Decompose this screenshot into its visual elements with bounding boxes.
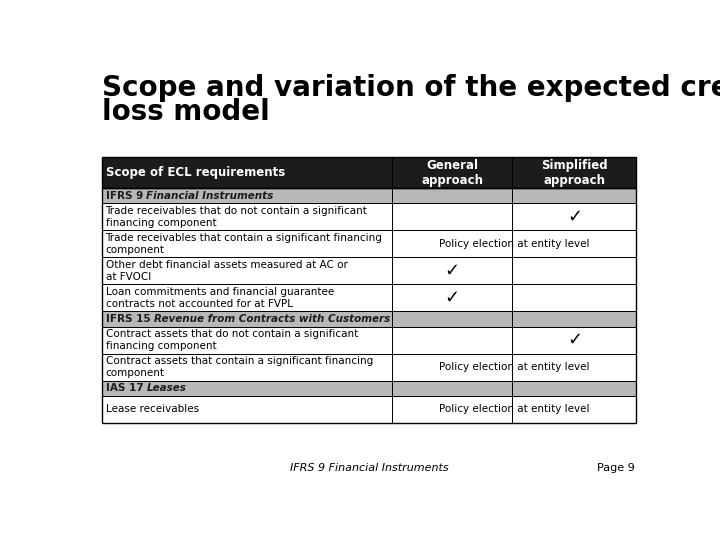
Bar: [513, 188, 636, 204]
Bar: [102, 231, 392, 257]
Bar: [102, 188, 392, 204]
Bar: [513, 396, 636, 423]
Bar: [102, 157, 636, 188]
Bar: [392, 284, 513, 311]
Text: loss model: loss model: [102, 98, 269, 126]
Text: Policy election at entity level: Policy election at entity level: [439, 404, 590, 414]
Text: ✓: ✓: [445, 289, 460, 307]
Bar: [513, 311, 636, 327]
Bar: [102, 311, 392, 327]
Text: Scope and variation of the expected credit: Scope and variation of the expected cred…: [102, 74, 720, 102]
Bar: [513, 381, 636, 396]
Text: Contract assets that contain a significant financing
component: Contract assets that contain a significa…: [106, 356, 373, 378]
Bar: [513, 257, 636, 284]
Bar: [102, 354, 392, 381]
Text: IFRS 15: IFRS 15: [106, 314, 154, 324]
Bar: [102, 204, 392, 231]
Text: Loan commitments and financial guarantee
contracts not accounted for at FVPL: Loan commitments and financial guarantee…: [106, 287, 334, 308]
Text: ✓: ✓: [567, 331, 582, 349]
Text: Trade receivables that do not contain a significant
financing component: Trade receivables that do not contain a …: [106, 206, 367, 228]
Text: Page 9: Page 9: [597, 463, 635, 473]
Bar: [392, 354, 513, 381]
Bar: [102, 284, 392, 311]
Bar: [392, 381, 513, 396]
Text: Other debt financial assets measured at AC or
at FVOCI: Other debt financial assets measured at …: [106, 260, 347, 281]
Bar: [102, 327, 392, 354]
Text: Lease receivables: Lease receivables: [106, 404, 199, 414]
Bar: [392, 257, 513, 284]
Bar: [392, 157, 513, 188]
Bar: [513, 354, 636, 381]
Bar: [513, 284, 636, 311]
Text: Simplified
approach: Simplified approach: [541, 159, 608, 187]
Bar: [513, 231, 636, 257]
Bar: [392, 204, 513, 231]
Text: IAS 17: IAS 17: [106, 383, 147, 393]
Bar: [392, 188, 513, 204]
Bar: [392, 231, 513, 257]
Text: Scope of ECL requirements: Scope of ECL requirements: [107, 166, 286, 179]
Bar: [102, 157, 392, 188]
Bar: [392, 327, 513, 354]
Bar: [102, 396, 392, 423]
Text: ✓: ✓: [445, 262, 460, 280]
Bar: [513, 327, 636, 354]
Text: Revenue from Contracts with Customers: Revenue from Contracts with Customers: [154, 314, 390, 324]
Text: ✓: ✓: [567, 208, 582, 226]
Text: Policy election at entity level: Policy election at entity level: [439, 362, 590, 372]
Bar: [513, 157, 636, 188]
Text: Financial Instruments: Financial Instruments: [146, 191, 274, 201]
Bar: [102, 381, 392, 396]
Bar: [513, 204, 636, 231]
Text: Leases: Leases: [147, 383, 186, 393]
Bar: [392, 396, 513, 423]
Text: Policy election at entity level: Policy election at entity level: [439, 239, 590, 249]
Text: General
approach: General approach: [421, 159, 483, 187]
Text: Contract assets that do not contain a significant
financing component: Contract assets that do not contain a si…: [106, 329, 358, 351]
Text: IFRS 9 Financial Instruments: IFRS 9 Financial Instruments: [289, 463, 449, 473]
Text: Trade receivables that contain a significant financing
component: Trade receivables that contain a signifi…: [106, 233, 382, 255]
Text: IFRS 9: IFRS 9: [106, 191, 146, 201]
Bar: [102, 188, 636, 423]
Bar: [102, 257, 392, 284]
Bar: [392, 311, 513, 327]
